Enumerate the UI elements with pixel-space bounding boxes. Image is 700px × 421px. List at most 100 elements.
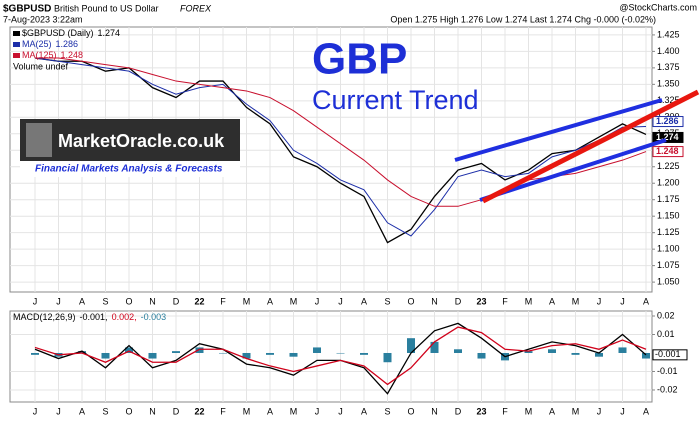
tagline: Financial Markets Analysis & Forecasts — [35, 164, 223, 175]
moving-average-line — [34, 57, 647, 237]
x-tick-label: O — [407, 406, 414, 416]
logo-icon — [26, 123, 52, 157]
macd-box-label: -0.001 — [655, 349, 681, 359]
x-tick-label: A — [361, 406, 367, 416]
x-tick-label: J — [56, 296, 61, 306]
price-line — [34, 57, 647, 244]
x-tick-label: S — [102, 406, 108, 416]
x-tick-label: M — [243, 296, 251, 306]
x-tick-label: M — [572, 406, 580, 416]
x-tick-label: M — [290, 406, 298, 416]
histogram-bar — [383, 352, 392, 363]
y-tick-label: 1.175 — [657, 194, 680, 204]
legend-entry: MA(125) 1.248 — [22, 50, 83, 60]
trend-channel-lower — [479, 138, 667, 202]
x-tick-label: N — [431, 406, 438, 416]
legend-value: 1.286 — [56, 39, 79, 49]
histogram-bar — [571, 352, 580, 355]
histogram-bar — [595, 352, 603, 357]
histogram-bar — [618, 347, 627, 353]
macd-title: MACD(12,26,9) — [13, 312, 76, 322]
x-tick-label: 22 — [194, 296, 204, 306]
y-tick-label: 1.400 — [657, 46, 680, 56]
price-box — [652, 116, 684, 128]
x-tick-label: 23 — [476, 406, 486, 416]
x-tick-label: A — [267, 296, 273, 306]
x-tick-label: 23 — [476, 296, 486, 306]
legend-name: $GBPUSD (Daily) — [22, 28, 94, 38]
histogram-bar — [266, 352, 274, 355]
histogram-bar — [642, 352, 650, 359]
logo: MarketOracle.co.uk Financial Markets Ana… — [20, 119, 240, 177]
y-tick-label: 1.375 — [657, 62, 680, 72]
histogram-bar — [101, 352, 110, 359]
y-tick-label: -0.01 — [657, 366, 678, 376]
x-tick-label: N — [149, 296, 156, 306]
legend-swatch — [13, 53, 20, 58]
macd-panel — [9, 310, 653, 403]
histogram-bar — [219, 352, 227, 354]
exchange: FOREX — [180, 3, 212, 13]
legend-entry: Volume undef — [13, 61, 69, 71]
y-tick-label: 1.325 — [657, 95, 680, 105]
legend-entry: $GBPUSD (Daily) 1.274 — [22, 28, 120, 38]
price-box-label: 1.274 — [656, 132, 679, 142]
macd-box — [652, 349, 688, 361]
x-tick-label: M — [243, 406, 251, 416]
legend-name: MA(25) — [22, 39, 52, 49]
histogram-bar — [430, 341, 439, 353]
x-tick-label: A — [643, 296, 649, 306]
x-tick-label: D — [173, 296, 180, 306]
x-tick-label: J — [620, 406, 625, 416]
macd-legend-value: -0.001, — [80, 312, 108, 322]
x-tick-label: J — [56, 406, 61, 416]
trend-line — [481, 89, 700, 204]
y-tick-label: 1.150 — [657, 211, 680, 221]
y-tick-label: 1.100 — [657, 244, 680, 254]
y-tick-label: 1.225 — [657, 161, 680, 171]
histogram-bar — [172, 351, 180, 353]
y-tick-label: 0.02 — [657, 310, 675, 320]
main-panel — [9, 26, 653, 293]
x-tick-label: J — [315, 296, 320, 306]
legend-name: MA(125) — [22, 50, 57, 60]
x-tick-label: J — [620, 296, 625, 306]
histogram-bar — [524, 351, 533, 353]
logo-box — [20, 119, 240, 161]
x-tick-label: F — [502, 296, 508, 306]
date: 7-Aug-2023 3:22am — [3, 14, 83, 24]
x-tick-label: J — [338, 296, 343, 306]
legend-entry: MA(25) 1.286 — [22, 39, 78, 49]
macd-legend-value: 0.002, — [112, 312, 137, 322]
source: @StockCharts.com — [619, 2, 697, 12]
y-tick-label: 1.425 — [657, 29, 680, 39]
x-tick-label: J — [338, 406, 343, 416]
x-tick-label: F — [220, 296, 226, 306]
x-tick-label: 22 — [194, 406, 204, 416]
tagline-box — [20, 161, 240, 177]
logo-text: MarketOracle.co.uk — [58, 131, 225, 151]
y-tick-label: -0.02 — [657, 384, 678, 394]
macd-legend-value: -0.003 — [141, 312, 167, 322]
x-tick-label: J — [33, 296, 38, 306]
x-tick-label: F — [502, 406, 508, 416]
quote: Open 1.275 High 1.276 Low 1.274 Last 1.2… — [390, 14, 656, 24]
symbol-name: British Pound to US Dollar — [54, 3, 159, 13]
x-tick-label: J — [33, 406, 38, 416]
price-box — [652, 146, 684, 158]
histogram-bar — [242, 352, 251, 359]
x-tick-label: D — [455, 296, 462, 306]
x-tick-label: F — [220, 406, 226, 416]
x-tick-label: J — [597, 406, 602, 416]
x-tick-label: A — [549, 406, 555, 416]
x-tick-label: D — [173, 406, 180, 416]
x-tick-label: A — [361, 296, 367, 306]
x-tick-label: O — [125, 296, 132, 306]
y-tick-label: 1.125 — [657, 227, 680, 237]
x-tick-label: N — [431, 296, 438, 306]
x-tick-label: S — [384, 406, 390, 416]
x-tick-label: A — [643, 406, 649, 416]
legend-swatch — [13, 42, 20, 47]
x-tick-label: N — [149, 406, 156, 416]
